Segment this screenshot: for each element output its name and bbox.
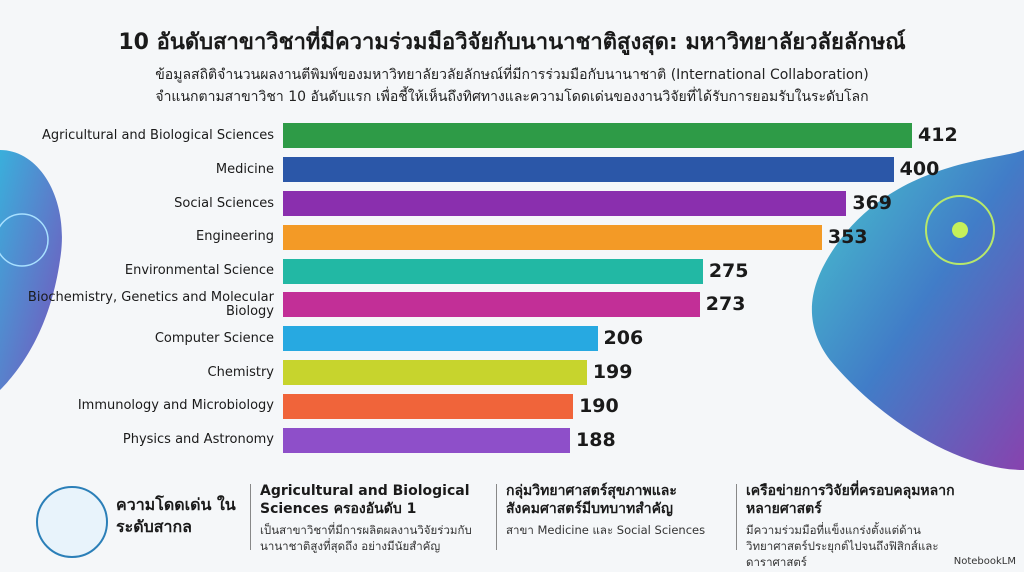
chart-title: 10 อันดับสาขาวิชาที่มีความร่วมมือวิจัยกั… — [118, 30, 906, 55]
category-label: Immunology and Microbiology — [77, 398, 274, 414]
watermark: NotebookLM — [953, 556, 1016, 567]
subtitle: ข้อมูลสถิติจำนวนผลงานตีพิมพ์ของมหาวิทยาล… — [155, 67, 869, 83]
badge-icon — [36, 486, 108, 558]
value-label: 412 — [918, 124, 958, 147]
bar — [283, 157, 894, 183]
bar — [283, 393, 574, 419]
bar — [283, 427, 571, 453]
bar — [283, 292, 700, 318]
badge-text: ความโดดเด่น ในระดับสากล — [116, 495, 236, 536]
value-label: 275 — [708, 259, 749, 282]
category-label: Engineering — [196, 229, 274, 245]
category-label: Biochemistry, Genetics and Molecular Bio… — [27, 289, 274, 319]
left-blob — [0, 150, 62, 390]
panel-body: เป็นสาขาวิชาที่มีการผลิตผลงานวิจัยร่วมกั… — [260, 523, 472, 553]
value-label: 369 — [852, 192, 893, 214]
category-label: Chemistry — [207, 364, 275, 380]
category-label: Medicine — [215, 161, 274, 177]
globe — [0, 213, 49, 267]
right-blob — [811, 150, 1024, 470]
bar — [283, 258, 703, 284]
value-label: 273 — [705, 293, 746, 316]
panel-title: เครือข่ายการวิจัยที่ครอบคลุมหลากหลายศาสต… — [746, 483, 955, 517]
atom-core — [952, 222, 968, 238]
category-label: Computer Science — [154, 330, 274, 346]
value-label: 199 — [592, 361, 633, 383]
separator — [250, 484, 251, 550]
subtitle: จำแนกตามสาขาวิชา 10 อันดับแรก เพื่อชี้ให… — [155, 89, 869, 105]
category-label: Agricultural and Biological Sciences — [41, 127, 274, 143]
value-label: 206 — [603, 327, 644, 350]
panel-title: Agricultural and Biological Sciences ครอ… — [260, 483, 470, 517]
bar — [283, 326, 598, 352]
panel-body: สาขา Medicine และ Social Sciences — [506, 523, 706, 537]
category-label: Physics and Astronomy — [122, 432, 274, 448]
category-label: Environmental Science — [124, 263, 274, 279]
value-label: 353 — [827, 225, 868, 248]
panel-body: มีความร่วมมือที่แข็งแกร่งตั้งแต่ด้านวิทย… — [746, 523, 939, 569]
atom-orbit — [925, 195, 995, 265]
bar — [283, 123, 912, 149]
value-label: 400 — [899, 158, 940, 181]
bar — [283, 224, 822, 250]
bar — [283, 360, 587, 385]
separator — [736, 484, 737, 550]
panel-title: กลุ่มวิทยาศาสตร์สุขภาพและสังคมศาสตร์มีบท… — [506, 483, 677, 517]
category-label: Social Sciences — [174, 195, 274, 211]
value-label: 188 — [576, 428, 616, 451]
bar — [283, 191, 847, 216]
value-label: 190 — [579, 394, 619, 417]
separator — [496, 484, 497, 550]
